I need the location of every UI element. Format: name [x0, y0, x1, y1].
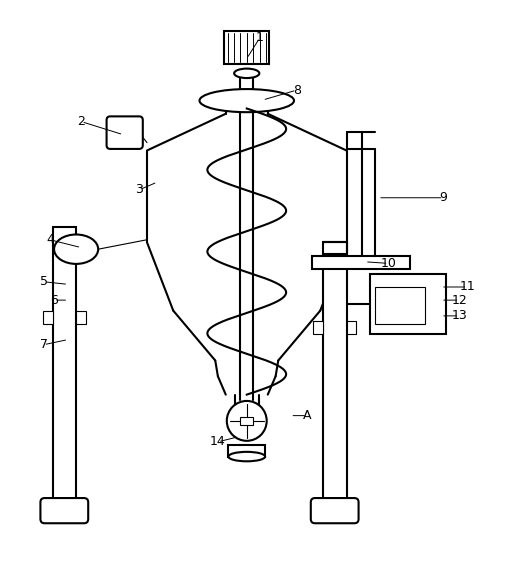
Ellipse shape [228, 452, 265, 461]
FancyBboxPatch shape [311, 498, 359, 523]
Ellipse shape [54, 235, 98, 264]
Text: 3: 3 [135, 183, 143, 196]
Bar [52, 227, 76, 502]
Bar [240, 417, 253, 425]
Bar [370, 274, 446, 334]
FancyBboxPatch shape [40, 498, 88, 523]
Bar [313, 321, 323, 334]
Text: A: A [303, 409, 311, 422]
Bar [346, 321, 356, 334]
Text: 6: 6 [50, 294, 58, 307]
Text: 1: 1 [256, 31, 264, 44]
Circle shape [227, 401, 267, 441]
Text: 9: 9 [440, 191, 447, 204]
Bar [43, 311, 53, 324]
Text: 4: 4 [46, 233, 54, 246]
Text: 8: 8 [292, 84, 301, 96]
Text: 2: 2 [78, 115, 85, 128]
Bar [375, 287, 425, 324]
Text: 10: 10 [381, 257, 396, 270]
Text: 14: 14 [210, 435, 226, 448]
Bar [76, 311, 86, 324]
Text: 12: 12 [452, 294, 467, 307]
Text: 11: 11 [459, 281, 475, 293]
FancyBboxPatch shape [107, 117, 143, 149]
Ellipse shape [200, 89, 294, 112]
Bar [323, 242, 346, 502]
Text: 7: 7 [39, 338, 48, 351]
Bar [225, 32, 269, 64]
Bar [228, 445, 265, 456]
Text: 5: 5 [39, 276, 48, 288]
Ellipse shape [234, 69, 259, 78]
Text: 13: 13 [452, 309, 467, 323]
Bar [312, 255, 410, 269]
